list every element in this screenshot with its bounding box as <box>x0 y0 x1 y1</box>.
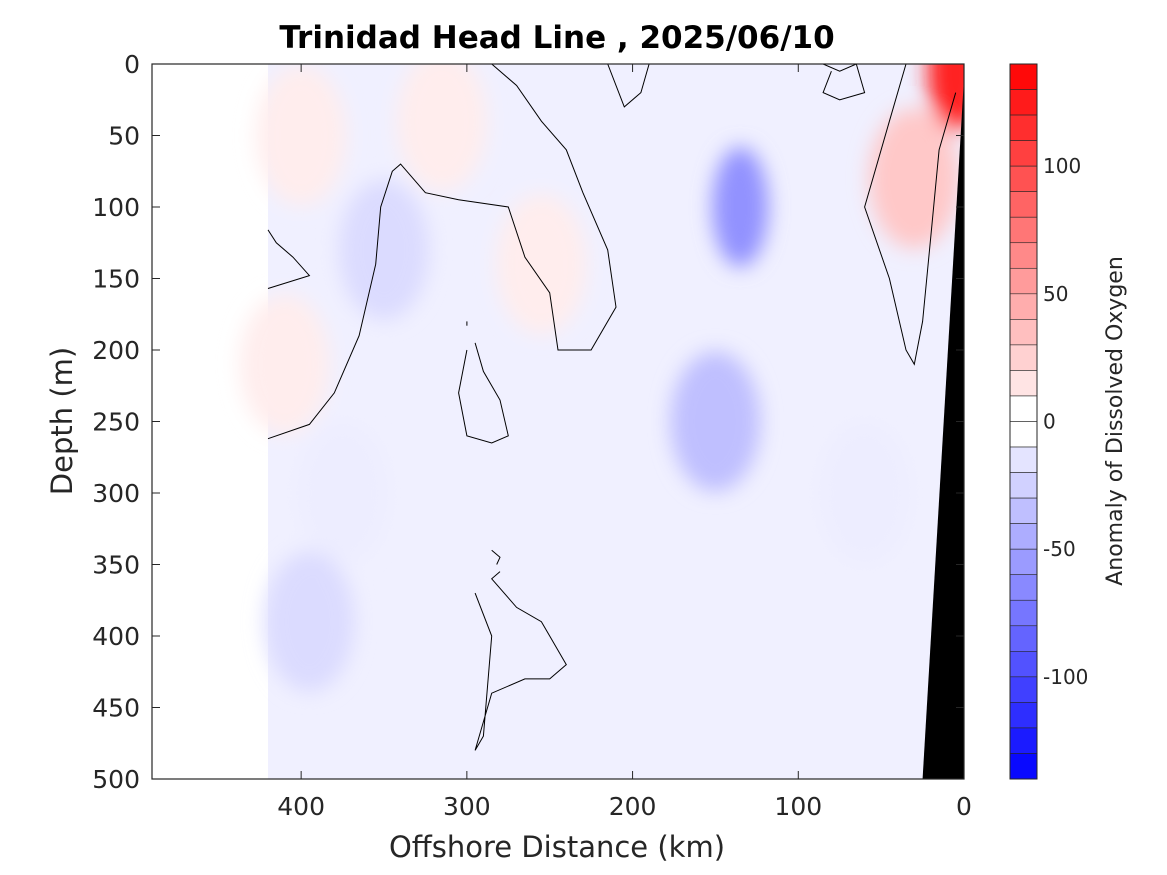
anomaly-feature-11 <box>239 294 330 435</box>
colorbar-label: Anomaly of Dissolved Oxygen <box>1103 256 1128 586</box>
y-tick-label: 200 <box>92 336 140 365</box>
zero-contour-6 <box>458 342 509 444</box>
colorbar-step <box>1009 548 1038 576</box>
colorbar-step <box>1009 191 1038 218</box>
y-tick-label: 300 <box>92 479 140 508</box>
x-tick-label: 200 <box>609 792 657 821</box>
anomaly-feature-4 <box>264 551 355 692</box>
colorbar-step <box>1009 89 1038 116</box>
zero-contour-7 <box>491 549 501 565</box>
colorbar-step <box>1009 625 1038 652</box>
y-tick-label: 150 <box>92 265 140 294</box>
x-tick-label: 0 <box>956 792 972 821</box>
y-axis: 0 50 100 150 200 250 300 350 400 450 500 <box>92 50 964 794</box>
colorbar-step <box>1009 421 1038 448</box>
plot-area <box>151 63 965 780</box>
colorbar-step <box>1009 267 1038 295</box>
anomaly-feature-8 <box>256 65 347 206</box>
y-tick-label: 100 <box>92 193 140 222</box>
colorbar-frame <box>1009 63 1038 780</box>
colorbar-step <box>1009 63 1038 90</box>
colorbar-step <box>1009 676 1038 703</box>
zero-contours <box>267 64 957 751</box>
colorbar: 100 50 0 -50 -100 <box>1009 63 1088 780</box>
data-region <box>268 64 964 779</box>
colorbar-tick-label: -100 <box>1043 665 1088 689</box>
colorbar-tick-label: 50 <box>1043 282 1068 306</box>
colorbar-step <box>1009 293 1038 320</box>
y-tick-label: 450 <box>92 694 140 723</box>
zero-contour-1 <box>267 64 617 440</box>
anomaly-feature-7 <box>869 108 960 249</box>
anomaly-fill <box>239 64 964 779</box>
colorbar-step <box>1009 497 1038 524</box>
zero-contour-3 <box>822 64 866 101</box>
colorbar-step <box>1009 216 1038 244</box>
anomaly-feature-1 <box>670 351 761 492</box>
y-tick-label: 500 <box>92 765 140 794</box>
anomaly-feature-5 <box>819 423 910 563</box>
colorbar-step <box>1009 472 1038 499</box>
chart-title: Trinidad Head Line , 2025/06/10 <box>279 20 834 56</box>
x-tick-label: 400 <box>277 792 325 821</box>
colorbar-step <box>1009 727 1038 754</box>
colorbar-step <box>1009 753 1038 780</box>
y-tick-label: 50 <box>108 122 140 151</box>
colorbar-step <box>1009 599 1038 627</box>
anomaly-feature-0 <box>712 147 769 267</box>
bathymetry <box>922 78 964 780</box>
colorbar-tick-label: 100 <box>1043 154 1081 178</box>
zero-contour-0 <box>267 229 311 289</box>
x-tick-label: 300 <box>443 792 491 821</box>
x-tick-label: 100 <box>774 792 822 821</box>
colorbar-step <box>1009 702 1038 729</box>
y-tick-label: 350 <box>92 551 140 580</box>
y-tick-label: 250 <box>92 408 140 437</box>
colorbar-tick-label: -50 <box>1043 537 1076 561</box>
y-axis-label: Depth (m) <box>45 347 79 495</box>
zero-contour-2 <box>607 64 650 108</box>
anomaly-feature-10 <box>496 194 587 335</box>
colorbar-step <box>1009 446 1038 473</box>
zero-contour-8 <box>474 571 567 751</box>
colorbar-step <box>1009 395 1038 422</box>
colorbar-step <box>1009 344 1038 371</box>
colorbar-step <box>1009 242 1038 269</box>
zero-contour-4 <box>864 64 957 366</box>
colorbar-step <box>1009 651 1038 678</box>
colorbar-step <box>1009 523 1038 550</box>
x-axis: 400 300 200 100 0 <box>277 64 972 821</box>
colorbar-step <box>1009 319 1038 346</box>
colorbar-step <box>1009 165 1038 192</box>
anomaly-feature-6 <box>927 64 964 132</box>
anomaly-blobs <box>239 64 964 692</box>
colorbar-step <box>1009 114 1038 141</box>
colorbar-step <box>1009 140 1038 167</box>
anomaly-feature-2 <box>339 179 429 320</box>
y-tick-label: 0 <box>124 50 140 79</box>
colorbar-step <box>1009 370 1038 397</box>
colorbar-step <box>1009 574 1038 601</box>
anomaly-feature-9 <box>397 64 487 192</box>
x-axis-label: Offshore Distance (km) <box>389 830 725 864</box>
colorbar-tick-label: 0 <box>1043 410 1056 434</box>
y-tick-label: 400 <box>92 622 140 651</box>
anomaly-feature-3 <box>297 423 388 563</box>
